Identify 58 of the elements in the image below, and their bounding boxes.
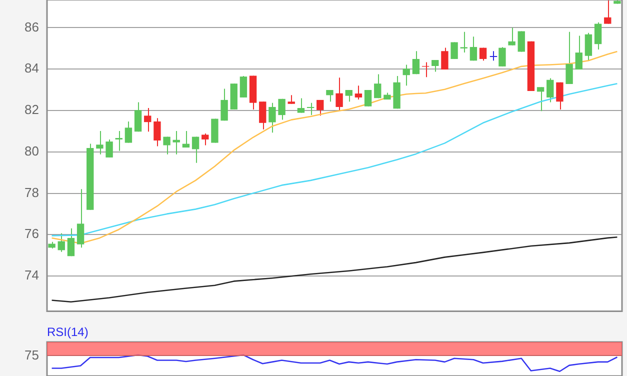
candlestick xyxy=(58,232,65,252)
candlestick xyxy=(67,228,75,257)
candlestick xyxy=(278,98,286,120)
candlestick xyxy=(240,75,248,98)
candlestick xyxy=(364,90,372,107)
candlestick xyxy=(566,31,573,85)
candlestick xyxy=(374,74,382,99)
candlestick xyxy=(316,99,324,116)
y-tick-label: 80 xyxy=(24,143,39,158)
candlestick xyxy=(163,136,170,155)
candlestick xyxy=(259,101,266,130)
candlestick xyxy=(124,120,132,144)
candlestick xyxy=(182,130,190,148)
candlestick xyxy=(106,138,113,158)
candlestick xyxy=(460,31,468,54)
candlestick xyxy=(402,64,410,86)
candlestick xyxy=(604,0,612,24)
candlestick xyxy=(498,46,506,67)
candlestick xyxy=(594,22,602,50)
candlestick xyxy=(76,188,84,248)
candlestick xyxy=(412,50,420,75)
candlestick xyxy=(211,118,218,144)
candlestick xyxy=(432,60,439,72)
candlestick xyxy=(441,47,448,70)
candlestick xyxy=(326,90,334,102)
candlestick xyxy=(546,78,554,103)
candlestick xyxy=(192,136,200,164)
candlestick xyxy=(154,118,161,147)
candlestick xyxy=(336,77,343,111)
candlestick xyxy=(479,47,487,62)
candlestick xyxy=(202,132,209,146)
candlestick xyxy=(345,90,352,102)
y-tick-label: 78 xyxy=(24,184,39,200)
candlestick xyxy=(115,130,122,152)
candlestick xyxy=(268,102,276,134)
y-tick-label: 82 xyxy=(24,102,39,118)
y-tick-label: 76 xyxy=(24,226,39,242)
candlestick xyxy=(489,50,498,62)
candlestick xyxy=(220,88,228,122)
candlestick xyxy=(450,42,458,60)
candlestick xyxy=(144,108,152,132)
chart-title: RSI(14) xyxy=(47,325,88,339)
candlestick xyxy=(297,98,305,114)
text: 75 xyxy=(24,348,39,363)
candlestick xyxy=(134,102,142,132)
candlestick xyxy=(172,130,180,155)
candlestick xyxy=(556,82,564,110)
candlestick xyxy=(354,85,362,100)
candlestick xyxy=(584,32,592,62)
candlestick xyxy=(536,86,544,112)
candlestick xyxy=(96,130,104,155)
y-tick-label: 86 xyxy=(24,19,39,34)
candlestick xyxy=(575,35,582,70)
candlestick xyxy=(306,102,314,116)
candlestick xyxy=(470,36,478,62)
y-tick-label: 84 xyxy=(24,60,39,76)
candlestick xyxy=(508,27,516,46)
y-tick-label: 74 xyxy=(24,268,39,283)
